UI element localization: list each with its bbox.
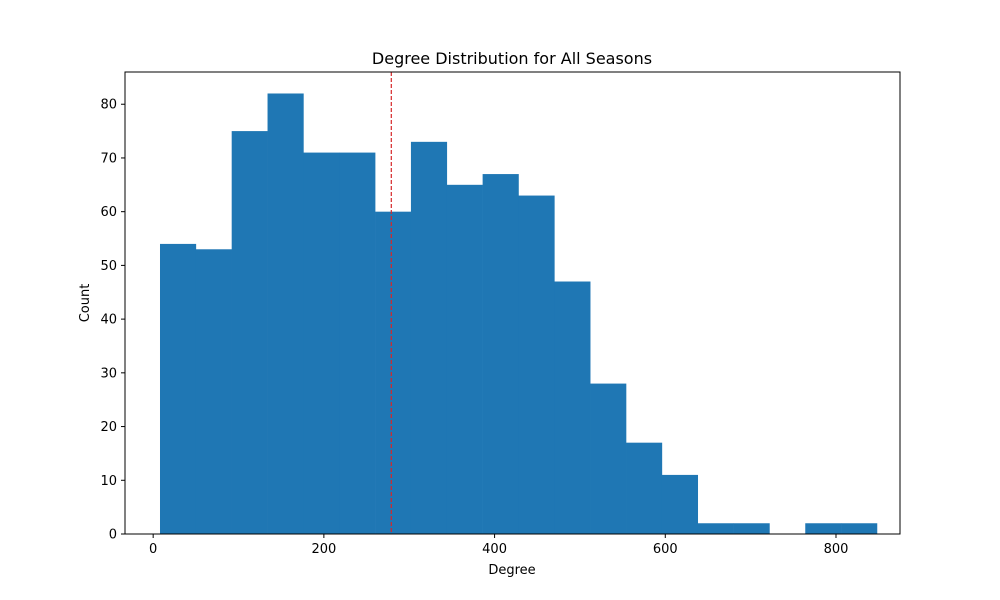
histogram-bar	[446, 184, 483, 534]
y-tick-label: 40	[100, 313, 117, 328]
y-tick-label: 80	[100, 98, 117, 113]
y-axis-ticks: 0 10 20 30 40 50 60 70 80	[100, 98, 125, 543]
x-tick-label: 400	[482, 542, 507, 557]
histogram-bar	[159, 243, 197, 534]
histogram-bar	[339, 152, 376, 534]
histogram-bar	[554, 281, 591, 534]
histogram-bar	[626, 442, 663, 534]
histogram-bar	[697, 523, 734, 534]
x-tick-label: 800	[824, 542, 849, 557]
histogram-bar	[267, 93, 304, 534]
y-tick-label: 30	[100, 366, 117, 381]
y-tick-label: 60	[100, 205, 117, 220]
chart-title: Degree Distribution for All Seasons	[372, 49, 652, 68]
histogram-bar	[375, 211, 412, 534]
histogram-bar	[733, 523, 770, 534]
histogram-bar	[195, 249, 232, 535]
histogram-bar	[518, 195, 555, 534]
histogram-bar	[590, 383, 627, 534]
x-tick-label: 0	[149, 542, 157, 557]
histogram-bar	[482, 174, 519, 534]
histogram-bar	[841, 523, 878, 534]
plot-frame	[124, 71, 901, 535]
histogram-bar	[303, 152, 340, 534]
y-tick-label: 10	[100, 474, 117, 489]
x-tick-label: 200	[311, 542, 336, 557]
y-tick-label: 70	[100, 151, 117, 166]
y-tick-label: 0	[109, 528, 117, 543]
histogram-bar	[661, 474, 699, 534]
y-axis-label: Count	[78, 284, 93, 323]
x-axis-label: Degree	[488, 563, 535, 578]
x-axis-ticks: 0 200 400 600 800	[149, 534, 848, 557]
x-tick-label: 600	[653, 542, 678, 557]
bars-group	[159, 93, 878, 535]
histogram-bar	[410, 141, 448, 534]
histogram-bar	[231, 131, 268, 534]
y-tick-label: 20	[100, 420, 117, 435]
histogram-bar	[805, 523, 842, 534]
y-tick-label: 50	[100, 259, 117, 274]
